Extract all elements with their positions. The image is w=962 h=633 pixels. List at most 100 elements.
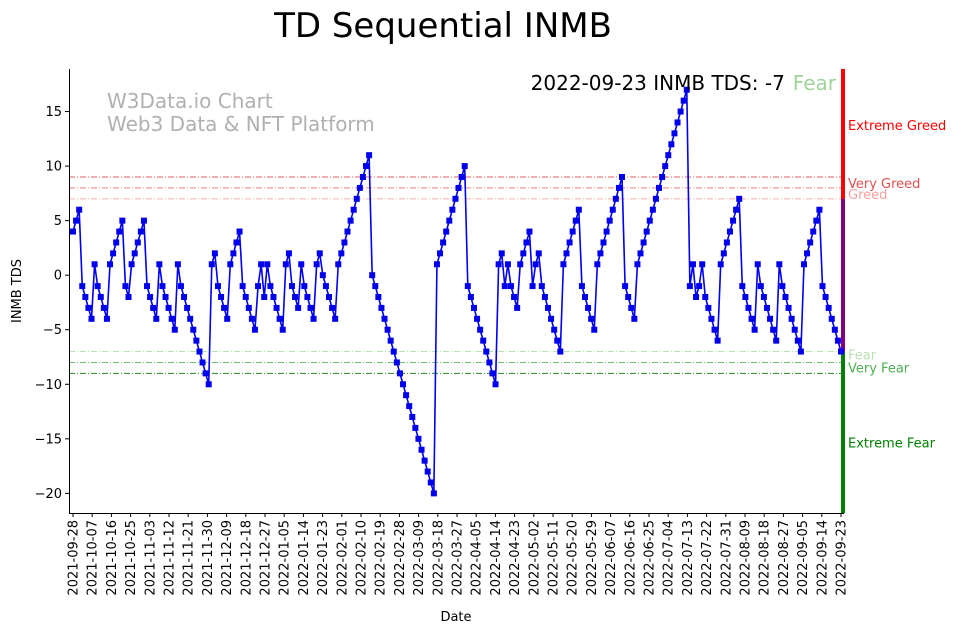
data-point: [631, 315, 638, 322]
data-point: [770, 326, 777, 333]
data-point: [443, 228, 450, 235]
data-point: [782, 294, 789, 300]
x-tick-label: 2022-04-05: [470, 520, 485, 596]
data-point: [825, 304, 832, 311]
data-point: [606, 217, 613, 224]
data-point: [649, 206, 656, 213]
data-point: [221, 304, 228, 311]
data-point: [625, 294, 632, 300]
data-point: [366, 152, 373, 159]
data-point: [338, 250, 345, 257]
data-point: [440, 239, 447, 246]
data-point: [511, 294, 518, 300]
x-tick-label: 2022-05-20: [566, 520, 581, 596]
data-point: [196, 348, 203, 355]
watermark-line-1: W3Data.io Chart: [107, 89, 273, 113]
data-point: [187, 315, 194, 322]
data-point: [680, 97, 687, 104]
data-point: [767, 315, 774, 322]
x-tick-label: 2022-05-11: [547, 520, 562, 596]
data-point: [788, 315, 795, 322]
data-point: [603, 228, 610, 235]
zone-label: Extreme Fear: [848, 437, 936, 452]
data-point: [122, 283, 129, 290]
x-tick-label: 2022-07-04: [662, 520, 677, 596]
x-tick-label: 2021-10-16: [105, 520, 120, 596]
data-point: [292, 294, 299, 300]
data-point: [261, 294, 268, 300]
data-point: [779, 283, 786, 290]
data-point: [168, 315, 175, 322]
data-point: [396, 370, 403, 377]
data-point: [91, 261, 98, 268]
data-point: [619, 174, 626, 180]
data-point: [504, 261, 511, 268]
data-point: [495, 261, 502, 268]
data-point: [659, 174, 666, 180]
y-tick-label: 10: [45, 160, 62, 175]
data-point: [683, 86, 690, 93]
x-tick-label: 2022-03-27: [451, 520, 466, 596]
data-point: [193, 337, 200, 344]
data-point: [344, 228, 351, 235]
data-point: [745, 304, 752, 311]
data-point: [73, 217, 80, 224]
data-point: [708, 315, 715, 322]
data-point: [492, 381, 499, 388]
data-point: [412, 424, 419, 431]
data-point: [316, 250, 323, 257]
headline-status: Fear: [793, 71, 837, 95]
data-point: [467, 294, 474, 300]
data-point: [137, 228, 144, 235]
x-tick-label: 2022-04-23: [508, 520, 523, 596]
zone-label: Very Greed: [848, 177, 920, 192]
data-point: [628, 304, 635, 311]
data-point: [282, 261, 289, 268]
y-tick-label: 0: [54, 269, 62, 284]
x-tick-label: 2022-08-09: [739, 520, 754, 596]
data-point: [705, 304, 712, 311]
data-point: [517, 261, 524, 268]
data-point: [736, 195, 743, 202]
x-tick-label: 2022-06-07: [604, 520, 619, 596]
data-point: [526, 228, 533, 235]
data-point: [541, 294, 548, 300]
data-point: [696, 283, 703, 290]
data-point: [773, 337, 780, 344]
data-point: [162, 294, 169, 300]
x-tick-label: 2022-08-27: [777, 520, 792, 596]
data-point: [406, 403, 413, 410]
data-point: [131, 250, 138, 257]
x-tick-label: 2022-01-23: [316, 520, 331, 596]
data-point: [452, 195, 459, 202]
zone-label: Very Fear: [848, 361, 910, 376]
data-point: [523, 239, 530, 246]
data-point: [70, 228, 76, 235]
data-point: [594, 261, 601, 268]
data-point: [544, 304, 551, 311]
data-point: [190, 326, 197, 333]
x-tick-label: 2021-09-28: [67, 520, 82, 596]
data-point: [159, 283, 166, 290]
zone-label: Fear: [848, 348, 877, 363]
data-point: [255, 283, 262, 290]
data-point: [514, 304, 521, 311]
data-point: [301, 283, 308, 290]
x-tick-label: 2022-02-01: [335, 520, 350, 596]
x-tick-label: 2022-07-13: [681, 520, 696, 596]
data-point: [400, 381, 407, 388]
y-ticks: 15 10 5 0 −5 −10 −15 −20: [35, 105, 69, 502]
data-point: [304, 294, 311, 300]
data-point: [754, 261, 761, 268]
data-point: [424, 468, 431, 475]
threshold-lines: [69, 176, 844, 374]
data-point: [430, 490, 437, 497]
data-point: [267, 283, 274, 290]
data-point: [205, 381, 212, 388]
data-point: [480, 337, 487, 344]
x-axis-label: Date: [440, 610, 471, 625]
data-point: [150, 304, 157, 311]
data-point: [415, 435, 422, 442]
data-point: [810, 228, 817, 235]
